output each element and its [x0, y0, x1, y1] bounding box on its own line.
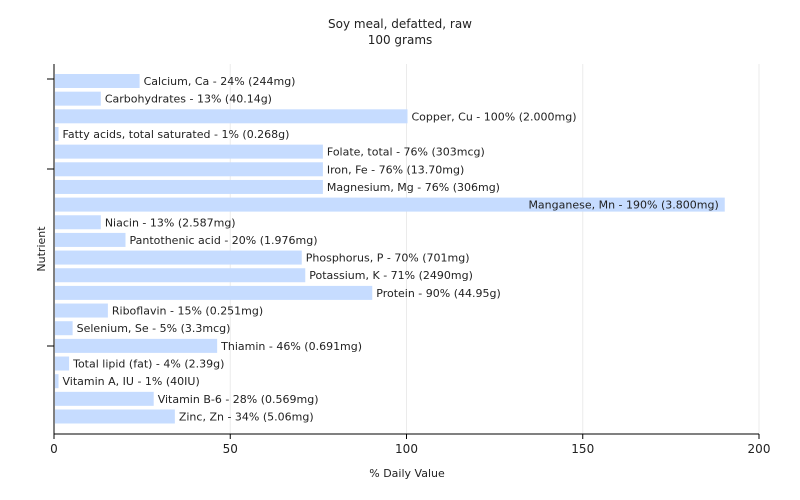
chart-subtitle: 100 grams: [368, 33, 433, 47]
bar-label: Vitamin B-6 - 28% (0.569mg): [158, 393, 319, 406]
bar: [55, 144, 323, 159]
bar: [55, 179, 323, 194]
grid-lines: [229, 64, 760, 434]
bar-label: Carbohydrates - 13% (40.14g): [105, 93, 272, 106]
bar-label: Magnesium, Mg - 76% (306mg): [327, 181, 500, 194]
bar-label: Fatty acids, total saturated - 1% (0.268…: [63, 128, 290, 141]
bar: [55, 321, 73, 336]
bar-label: Niacin - 13% (2.587mg): [105, 216, 236, 229]
bar: [55, 232, 126, 247]
bar: [55, 74, 140, 88]
bar-label: Folate, total - 76% (303mcg): [327, 146, 485, 159]
bar: [55, 409, 175, 424]
bar-label: Iron, Fe - 76% (13.70mg): [327, 163, 464, 176]
bar: [55, 356, 70, 371]
bar-label: Riboflavin - 15% (0.251mg): [112, 305, 263, 318]
x-tick-label: 200: [748, 442, 771, 456]
bar-label: Selenium, Se - 5% (3.3mcg): [77, 322, 231, 335]
bar: [55, 268, 306, 283]
bar: [55, 162, 323, 177]
bar-label: Zinc, Zn - 34% (5.06mg): [179, 411, 314, 424]
bar: [55, 215, 101, 230]
y-axis-title: Nutrient: [35, 226, 48, 272]
bar-label: Potassium, K - 71% (2490mg): [309, 269, 473, 282]
bar-label: Vitamin A, IU - 1% (40IU): [63, 375, 200, 388]
axes-group: 0 50 100 150 200: [47, 64, 770, 456]
x-tick-label: 150: [571, 442, 594, 456]
bar-label: Total lipid (fat) - 4% (2.39g): [72, 358, 224, 371]
bar-label: Copper, Cu - 100% (2.000mg): [412, 110, 577, 123]
bar: [55, 303, 108, 318]
x-tick-label: 50: [223, 442, 238, 456]
bar: [55, 109, 408, 124]
bar: [55, 250, 302, 265]
bar-label: Pantothenic acid - 20% (1.976mg): [130, 234, 318, 247]
chart-title: Soy meal, defatted, raw: [328, 17, 472, 31]
x-tick-label: 100: [395, 442, 418, 456]
bar-label: Calcium, Ca - 24% (244mg): [144, 75, 296, 88]
bar-label: Manganese, Mn - 190% (3.800mg): [528, 199, 718, 212]
bar: [55, 126, 59, 141]
bar-label: Phosphorus, P - 70% (701mg): [306, 252, 470, 265]
bar: [55, 391, 154, 406]
bar: [55, 338, 218, 353]
bars-group: Calcium, Ca - 24% (244mg) Carbohydrates -…: [55, 74, 725, 424]
bar: [55, 91, 101, 106]
bar: [55, 285, 373, 300]
x-axis-title: % Daily Value: [369, 467, 445, 480]
bar: [55, 197, 725, 212]
bar-label: Thiamin - 46% (0.691mg): [220, 340, 362, 353]
x-tick-label: 0: [50, 442, 58, 456]
bar: [55, 374, 59, 389]
bar-label: Protein - 90% (44.95g): [376, 287, 501, 300]
